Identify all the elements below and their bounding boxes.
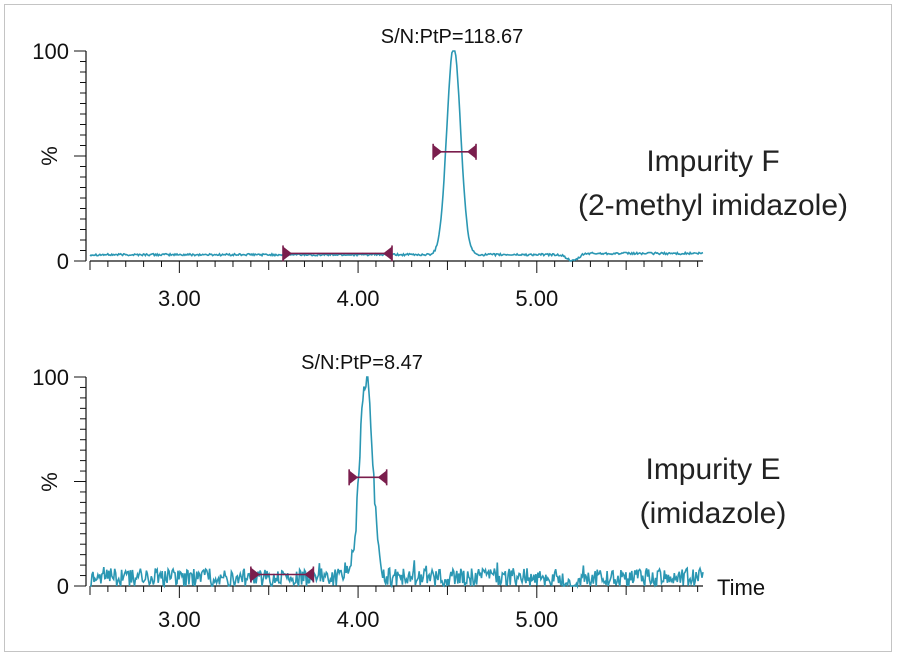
compound-formula-impurity-e: (imidazole) — [640, 497, 787, 530]
y-tick-0-top: 0 — [57, 249, 69, 274]
y-tick-0-bottom: 0 — [57, 574, 69, 599]
marker-arrow-left — [250, 567, 260, 582]
y-tick-100-bottom: 100 — [32, 365, 69, 390]
y-label-percent-bottom: % — [37, 472, 62, 492]
x-axis-bottom: 3.00 4.00 5.00 — [89, 585, 703, 632]
peak-width-marker — [348, 469, 388, 486]
x-tick-label: 4.00 — [337, 286, 380, 311]
markers-top — [282, 143, 477, 262]
marker-arrow-right — [377, 470, 387, 485]
noise-region-marker — [282, 245, 393, 262]
compound-formula-impurity-f: (2-methyl imidazole) — [578, 189, 848, 222]
x-tick-label: 3.00 — [158, 607, 201, 632]
marker-arrow-right — [383, 246, 393, 261]
marker-arrow-right — [304, 567, 314, 582]
marker-arrow-left — [283, 246, 293, 261]
marker-arrow-left — [433, 144, 443, 159]
trace-impurity-f — [89, 50, 704, 262]
x-axis-top: 3.00 4.00 5.00 — [89, 260, 703, 311]
panel-impurity-e: 3.00 4.00 5.00 S/N:PtP=8.47 Impurity E (im… — [32, 352, 786, 632]
x-tick-label: 5.00 — [515, 286, 558, 311]
x-tick-label: 4.00 — [337, 607, 380, 632]
compound-name-impurity-f: Impurity F — [646, 145, 779, 178]
marker-arrow-right — [467, 144, 477, 159]
y-tick-100-top: 100 — [32, 39, 69, 64]
x-tick-label: 5.00 — [515, 607, 558, 632]
markers-bottom — [250, 469, 388, 583]
y-axis-top — [74, 50, 87, 262]
trace-impurity-e — [90, 376, 704, 590]
panel-impurity-f: 3.00 4.00 5.00 S/N:PtP=118.67 Impurity F (… — [32, 26, 848, 311]
x-tick-label: 3.00 — [158, 286, 201, 311]
peak-width-marker — [432, 143, 477, 160]
marker-arrow-left — [349, 470, 359, 485]
sn-label-impurity-f: S/N:PtP=118.67 — [381, 26, 524, 48]
sn-label-impurity-e: S/N:PtP=8.47 — [301, 352, 423, 374]
noise-region-marker — [250, 566, 315, 583]
compound-name-impurity-e: Impurity E — [645, 453, 780, 486]
y-label-percent-top: % — [37, 146, 62, 166]
y-axis-bottom — [74, 376, 87, 587]
x-axis-title-time: Time — [717, 575, 765, 600]
